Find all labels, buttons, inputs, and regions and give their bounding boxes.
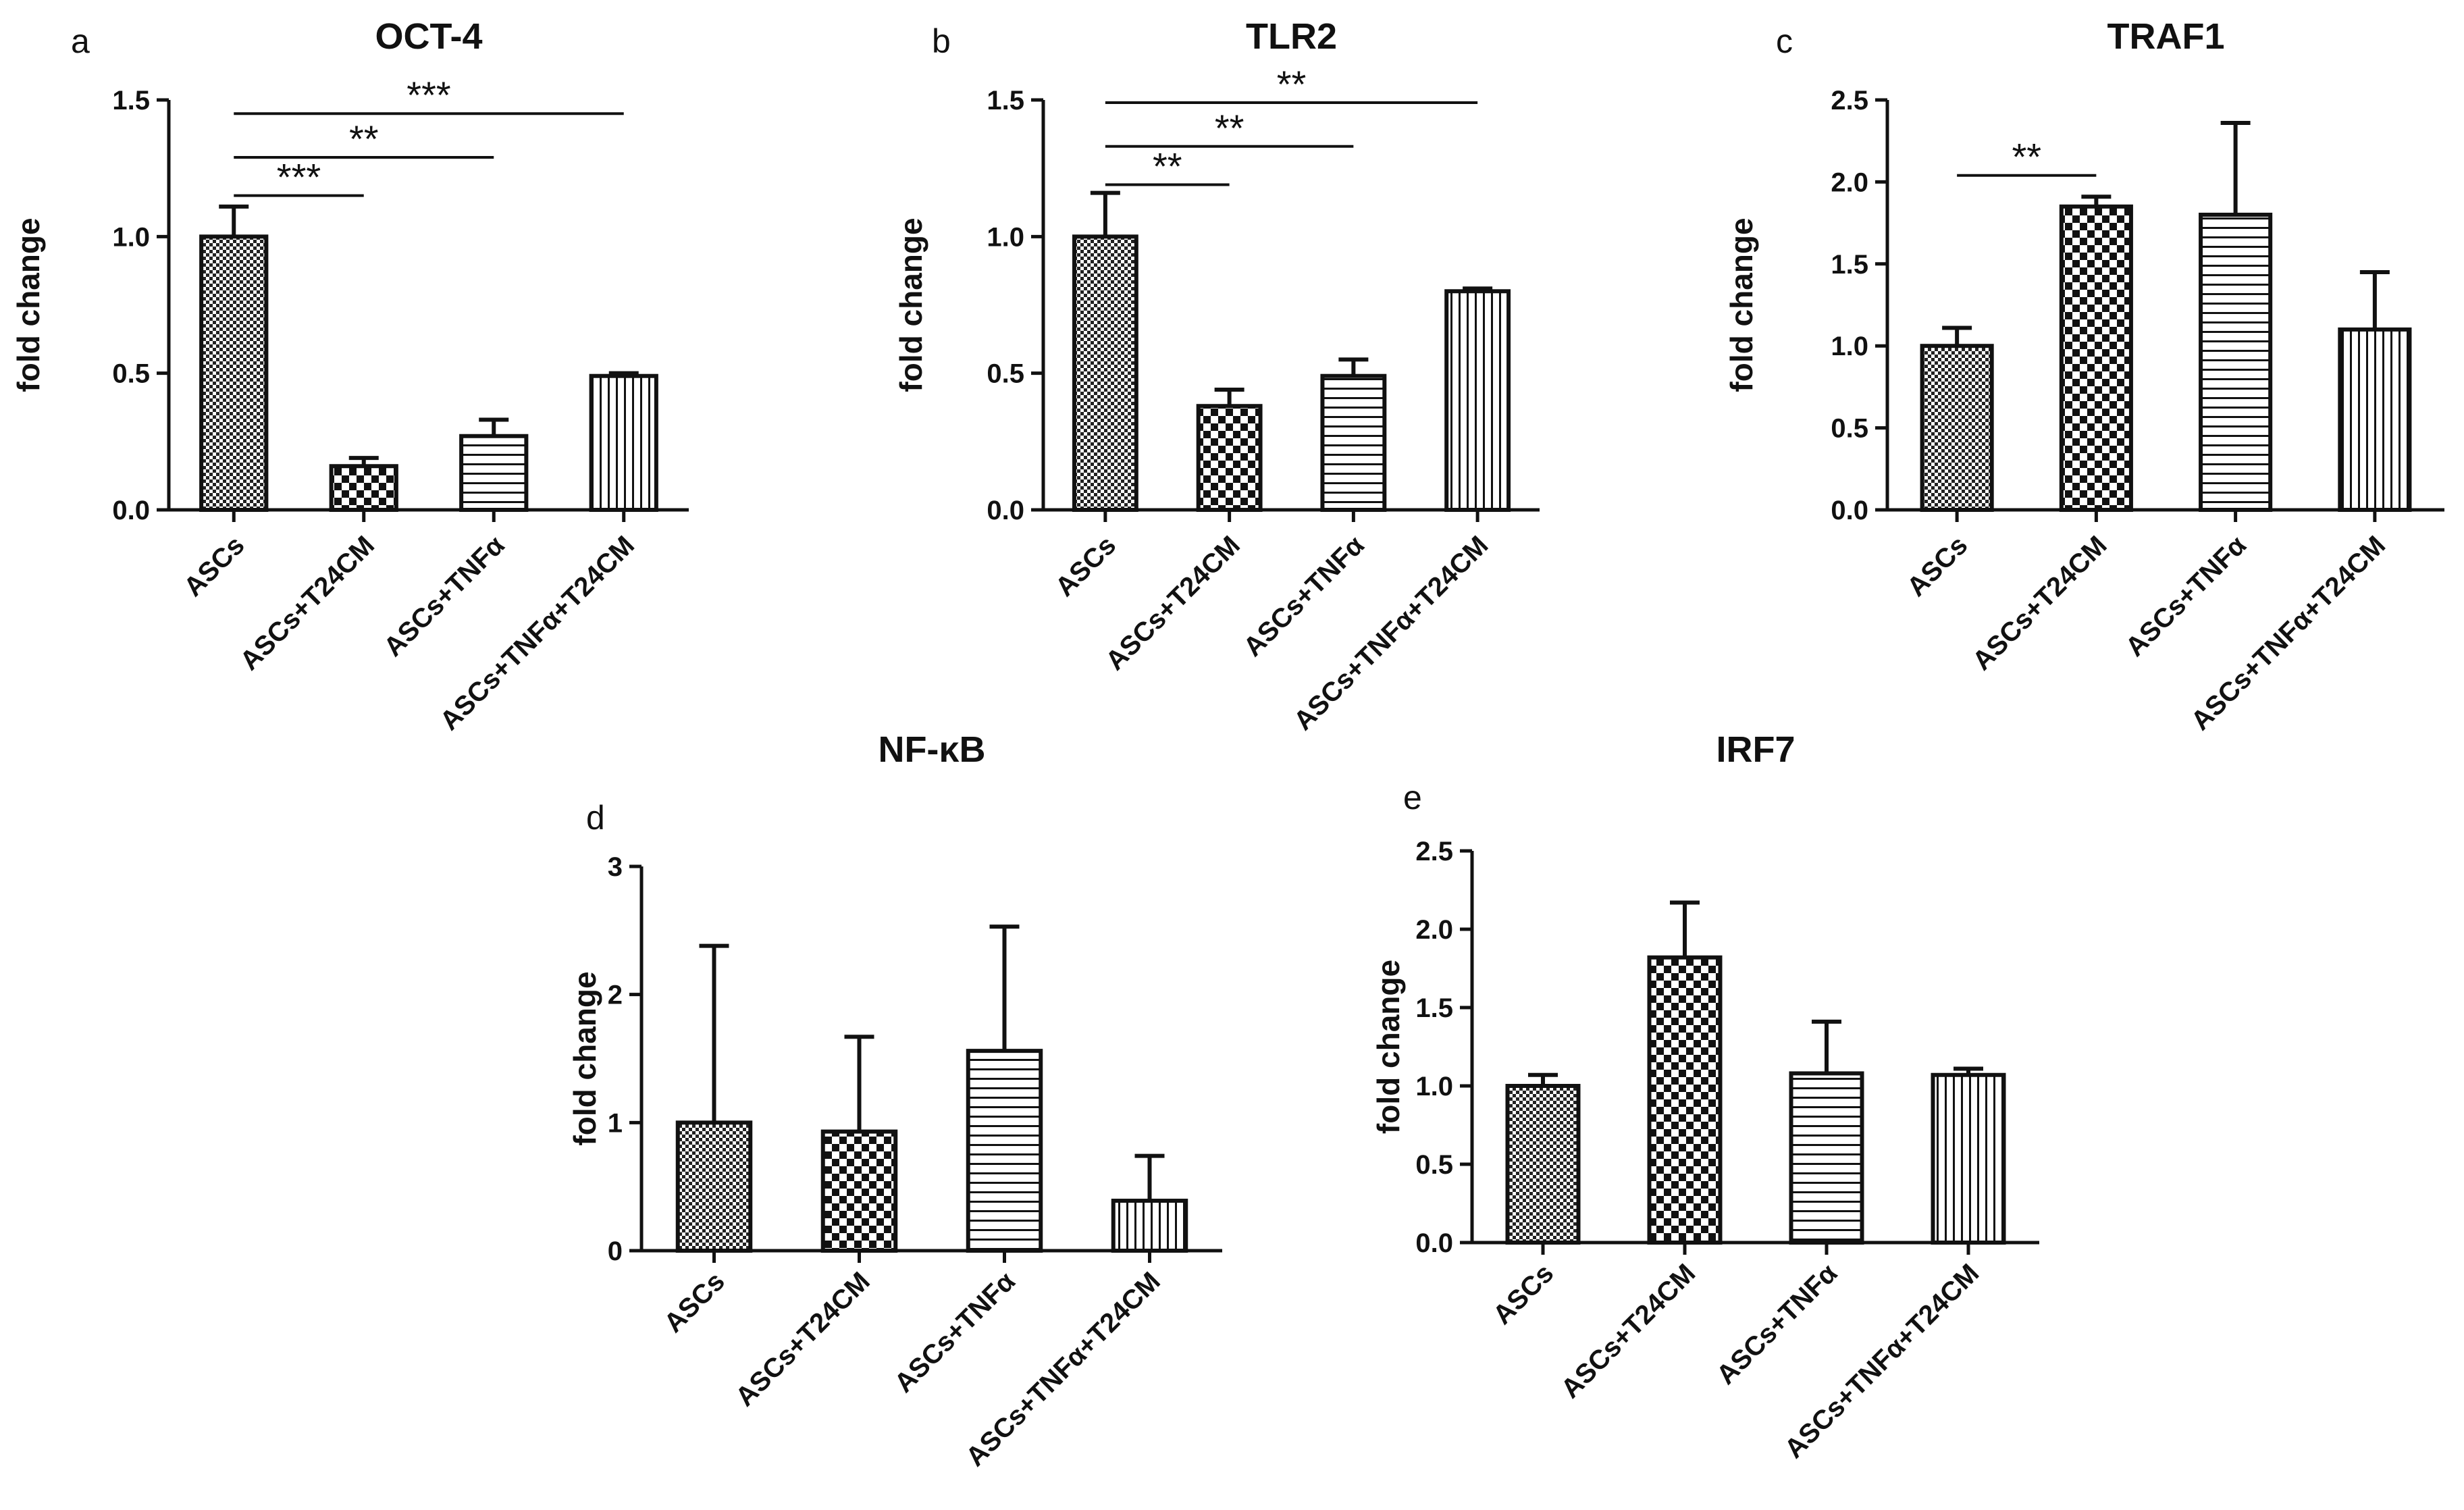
y-tick-label: 1.5 [1415,993,1453,1023]
y-tick-label: 2.5 [1831,86,1868,115]
category-label: ASCs+TNFα [1238,530,1370,662]
category-label: ASCs+T24CM [1556,1258,1702,1404]
category-label: ASCs+TNFα [2120,530,2253,662]
category-label: ASCs+T24CM [234,530,380,676]
chart-title: NF-κB [878,729,985,770]
panel-a: a OCT-4 fold change 0.0 0.5 1.0 1.5 ASCsASCs+T2… [11,16,689,736]
panel-letter: a [71,22,90,60]
bar [1196,404,1263,513]
significance-label: *** [407,74,450,116]
y-tick-label: 0.0 [1415,1228,1453,1258]
y-tick-label: 1 [608,1108,623,1138]
category-label: ASCs [1050,530,1122,602]
y-tick-label: 0 [608,1236,623,1266]
y-tick-label: 0.0 [1831,496,1868,525]
y-tick-label: 2.0 [1415,915,1453,945]
bar [1072,234,1138,512]
bar [675,1120,753,1253]
y-tick-label: 0.0 [987,496,1024,525]
y-axis-label: fold change [11,217,46,392]
y-tick-label: 0.5 [1831,414,1868,444]
bar [1505,1084,1581,1245]
bar [1647,955,1723,1245]
y-tick-label: 1.0 [1831,332,1868,361]
category-label: ASCs [1488,1258,1560,1330]
panel-d: d NF-κB fold change 0 1 2 3 ASCs ASCs+T24CM ASCs+… [567,729,1222,1472]
bar [1931,1072,2006,1245]
category-label: ASCs [658,1266,731,1338]
y-tick-label: 0.5 [112,359,150,389]
bar [329,464,398,513]
y-tick-label: 1.0 [1415,1072,1453,1101]
bar [459,434,529,512]
category-label: ASCs+T24CM [1100,530,1246,676]
bar [820,1129,898,1253]
significance-label: *** [277,156,321,199]
bar [589,373,658,512]
y-tick-label: 3 [608,852,623,882]
chart-title: OCT-4 [375,16,482,57]
panel-b: b TLR2 fold change 0.0 0.5 1.0 1.5 ASCsASCs+T24… [893,16,1540,736]
significance-label: ** [1277,63,1307,105]
y-tick-label: 1.5 [1831,250,1868,280]
significance-label: ** [1153,145,1182,187]
bar [2338,327,2412,512]
category-label: ASCs+T24CM [730,1266,876,1412]
category-label: ASCs+TNFα [889,1266,1021,1399]
bar [1444,289,1511,512]
category-label: ASCs+TNFα [378,530,510,662]
significance-label: ** [1215,107,1244,149]
y-axis-label: fold change [1371,960,1406,1134]
y-tick-label: 2 [608,981,623,1010]
y-axis-label: fold change [1724,217,1759,392]
chart-title: IRF7 [1716,729,1795,770]
bar [1320,373,1387,512]
bar [1789,1071,1864,1245]
y-axis-label: fold change [567,971,602,1145]
panel-letter: e [1403,779,1422,816]
bar [966,1049,1043,1253]
panel-letter: b [932,22,951,60]
bar [2199,212,2273,512]
bar [1920,344,1994,513]
y-tick-label: 1.5 [987,86,1024,115]
y-tick-label: 0.0 [112,496,150,525]
y-tick-label: 1.0 [112,222,150,252]
category-label: ASCs [1902,530,1974,602]
category-label: ASCs+TNFα [1711,1258,1843,1390]
y-tick-label: 2.5 [1415,837,1453,866]
chart-title: TLR2 [1246,16,1337,57]
significance-label: ** [349,118,379,160]
category-label: ASCs [178,530,251,602]
panel-letter: d [586,799,605,837]
y-tick-label: 0.5 [1415,1150,1453,1180]
y-tick-label: 0.5 [987,359,1024,389]
y-axis-label: fold change [893,217,928,392]
bar [199,234,269,512]
category-label: ASCs+T24CM [1967,530,2113,676]
y-tick-label: 1.5 [112,86,150,115]
bar [2059,204,2133,512]
significance-label: ** [2012,136,2041,178]
bar [1111,1199,1188,1253]
chart-title: TRAF1 [2107,16,2225,57]
y-tick-label: 1.0 [987,222,1024,252]
y-tick-label: 2.0 [1831,167,1868,197]
panel-letter: c [1776,22,1793,60]
